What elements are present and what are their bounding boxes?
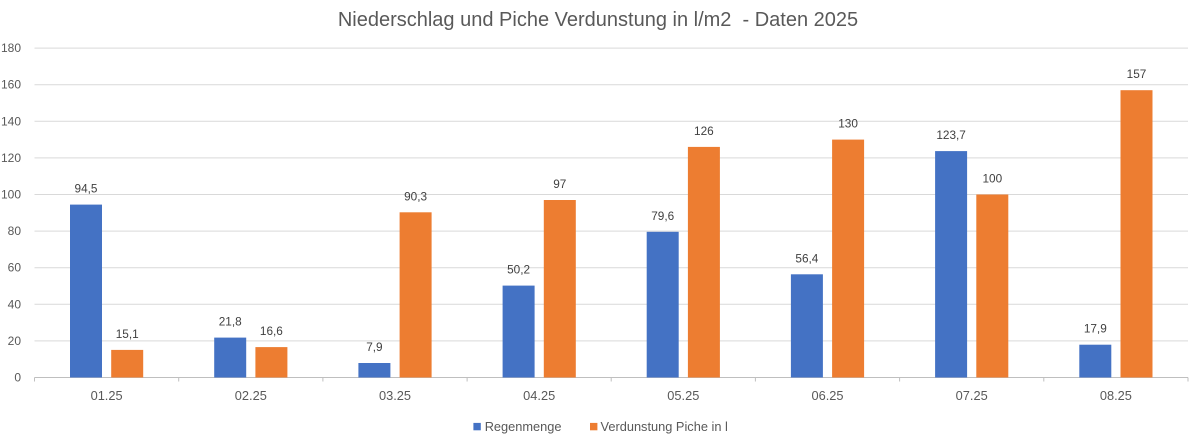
svg-text:04.25: 04.25: [523, 388, 555, 403]
svg-text:Niederschlag und Piche Verduns: Niederschlag und Piche Verdunstung in l/…: [338, 9, 858, 31]
svg-text:16,6: 16,6: [260, 324, 283, 338]
svg-text:130: 130: [838, 117, 858, 131]
svg-text:20: 20: [8, 334, 22, 348]
svg-text:17,9: 17,9: [1084, 322, 1107, 336]
svg-text:80: 80: [8, 224, 22, 238]
svg-text:120: 120: [1, 151, 21, 165]
svg-text:21,8: 21,8: [219, 315, 242, 329]
svg-text:180: 180: [1, 41, 21, 55]
svg-text:97: 97: [553, 177, 566, 191]
svg-text:7,9: 7,9: [366, 340, 382, 354]
svg-text:Regenmenge: Regenmenge: [485, 419, 562, 434]
svg-text:05.25: 05.25: [667, 388, 699, 403]
svg-text:160: 160: [1, 78, 21, 92]
svg-text:90,3: 90,3: [404, 189, 427, 203]
svg-text:100: 100: [1, 188, 21, 202]
svg-text:140: 140: [1, 114, 21, 128]
svg-text:79,6: 79,6: [651, 209, 674, 223]
svg-text:07.25: 07.25: [956, 388, 988, 403]
svg-text:100: 100: [982, 172, 1002, 186]
svg-text:08.25: 08.25: [1100, 388, 1132, 403]
svg-text:03.25: 03.25: [379, 388, 411, 403]
svg-text:0: 0: [14, 371, 21, 385]
svg-text:06.25: 06.25: [811, 388, 843, 403]
svg-text:60: 60: [8, 261, 22, 275]
svg-text:157: 157: [1127, 67, 1147, 81]
svg-text:15,1: 15,1: [116, 327, 139, 341]
svg-text:40: 40: [8, 297, 22, 311]
svg-text:94,5: 94,5: [75, 182, 98, 196]
svg-text:Verdunstung Piche in l: Verdunstung Piche in l: [601, 419, 728, 434]
svg-text:02.25: 02.25: [235, 388, 267, 403]
svg-text:56,4: 56,4: [795, 251, 818, 265]
svg-text:50,2: 50,2: [507, 263, 530, 277]
svg-text:01.25: 01.25: [91, 388, 123, 403]
svg-text:126: 126: [694, 124, 714, 138]
svg-text:123,7: 123,7: [936, 128, 966, 142]
